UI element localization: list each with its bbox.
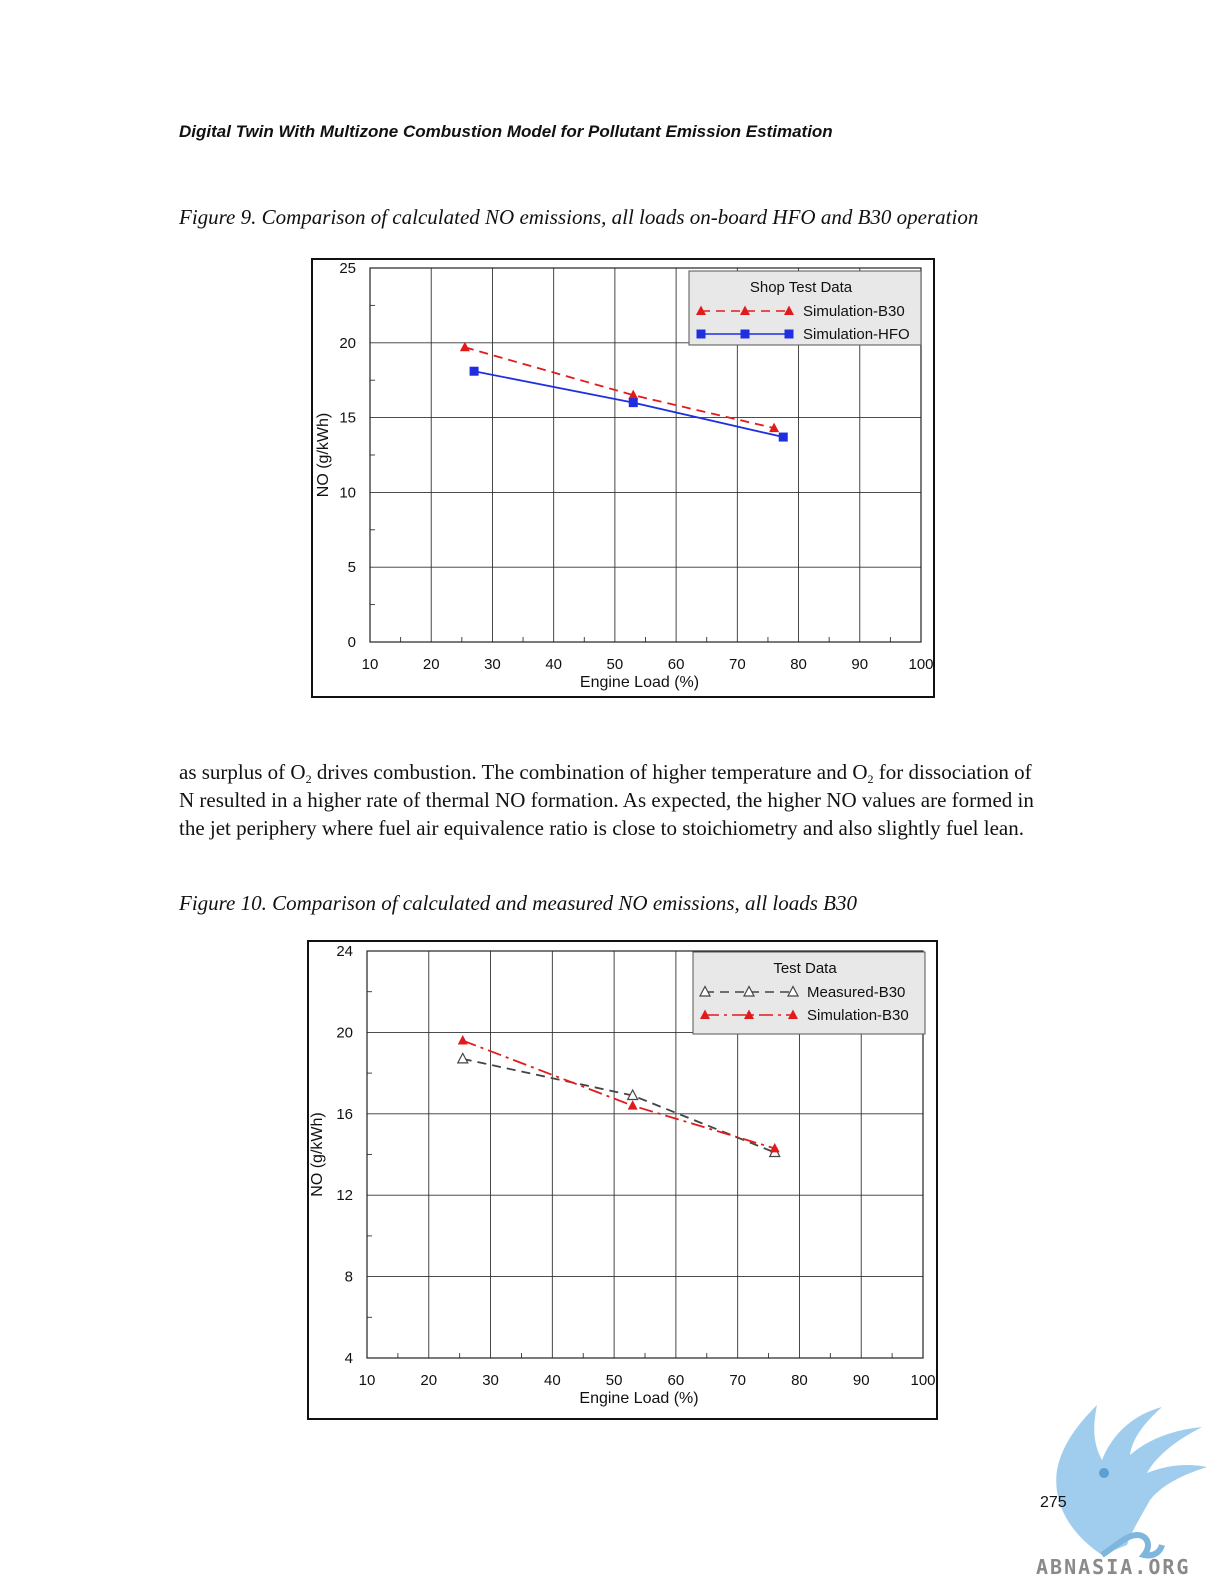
legend: Test Data Measured-B30 Simulation-B30 [693, 952, 925, 1034]
x-tick-label: 30 [484, 656, 501, 673]
legend-label: Simulation-B30 [803, 303, 905, 320]
x-tick-label: 80 [790, 656, 807, 673]
figure-9-caption: Figure 9. Comparison of calculated NO em… [179, 205, 978, 230]
x-axis-title: Engine Load (%) [579, 1390, 698, 1407]
site-name: ABNASIA.ORG [1036, 1555, 1190, 1579]
x-tick-label: 100 [908, 656, 933, 673]
x-tick-label: 30 [482, 1372, 499, 1389]
x-tick-label: 100 [910, 1372, 935, 1389]
y-tick-label: 20 [336, 1024, 353, 1041]
x-tick-label: 60 [668, 1372, 685, 1389]
legend-marker [741, 330, 750, 339]
legend-marker [697, 330, 706, 339]
body-paragraph: as surplus of O2 drives combustion. The … [179, 758, 1079, 842]
figure-9-chart: 10 20 30 40 50 60 70 80 90 100 0 5 10 15 20 25 Engine Lo… [311, 258, 935, 703]
legend-marker [785, 330, 794, 339]
x-tick-label: 60 [668, 656, 685, 673]
legend-title: Shop Test Data [750, 279, 853, 296]
body-line-1-c: for dissociation of [874, 760, 1032, 784]
x-tick-label: 10 [359, 1372, 376, 1389]
x-tick-label: 70 [729, 1372, 746, 1389]
x-tick-label: 40 [545, 656, 562, 673]
y-tick-label: 0 [348, 634, 356, 651]
y-tick-label: 8 [345, 1269, 353, 1286]
legend-label: Simulation-B30 [807, 1007, 909, 1024]
figure-9-svg: 10 20 30 40 50 60 70 80 90 100 0 5 10 15 20 25 Engine Lo… [311, 258, 935, 698]
x-axis-title: Engine Load (%) [580, 674, 699, 691]
x-tick-label: 40 [544, 1372, 561, 1389]
y-tick-label: 16 [336, 1106, 353, 1123]
x-tick-label: 90 [851, 656, 868, 673]
y-tick-label: 10 [339, 484, 356, 501]
page-number: 275 [1040, 1494, 1067, 1512]
y-axis-title: NO (g/kWh) [315, 413, 332, 497]
data-point [779, 433, 788, 442]
figure-10-chart: 10 20 30 40 50 60 70 80 90 100 4 8 12 16 20 24 Engine Lo… [307, 940, 938, 1425]
running-head: Digital Twin With Multizone Combustion M… [179, 122, 833, 142]
y-tick-label: 4 [345, 1350, 353, 1367]
x-tick-label: 10 [362, 656, 379, 673]
y-tick-label: 5 [348, 559, 356, 576]
x-tick-label: 80 [791, 1372, 808, 1389]
legend-label: Simulation-HFO [803, 326, 910, 343]
figure-10-caption: Figure 10. Comparison of calculated and … [179, 891, 857, 916]
legend: Shop Test Data Simulation-B30 Simulation-H… [689, 271, 921, 345]
x-tick-label: 50 [606, 1372, 623, 1389]
y-tick-label: 24 [336, 943, 353, 960]
legend-title: Test Data [773, 960, 837, 977]
y-tick-label: 12 [336, 1187, 353, 1204]
x-tick-label: 20 [423, 656, 440, 673]
y-axis-title: NO (g/kWh) [309, 1112, 326, 1196]
body-line-1-a: as surplus of O [179, 760, 306, 784]
figure-10-svg: 10 20 30 40 50 60 70 80 90 100 4 8 12 16 20 24 Engine Lo… [307, 940, 938, 1420]
data-point [629, 398, 638, 407]
x-tick-label: 70 [729, 656, 746, 673]
x-tick-label: 90 [853, 1372, 870, 1389]
body-line-2: N resulted in a higher rate of thermal N… [179, 786, 1079, 814]
body-line-3: the jet periphery where fuel air equival… [179, 814, 1079, 842]
body-line-1-b: drives combustion. The combination of hi… [312, 760, 868, 784]
legend-label: Measured-B30 [807, 984, 905, 1001]
publisher-logo-icon [1032, 1385, 1212, 1575]
y-tick-label: 25 [339, 260, 356, 277]
y-tick-label: 15 [339, 410, 356, 427]
x-tick-label: 20 [420, 1372, 437, 1389]
y-tick-label: 20 [339, 335, 356, 352]
body-line-1: as surplus of O2 drives combustion. The … [179, 758, 1079, 786]
x-tick-label: 50 [607, 656, 624, 673]
data-point [470, 367, 479, 376]
